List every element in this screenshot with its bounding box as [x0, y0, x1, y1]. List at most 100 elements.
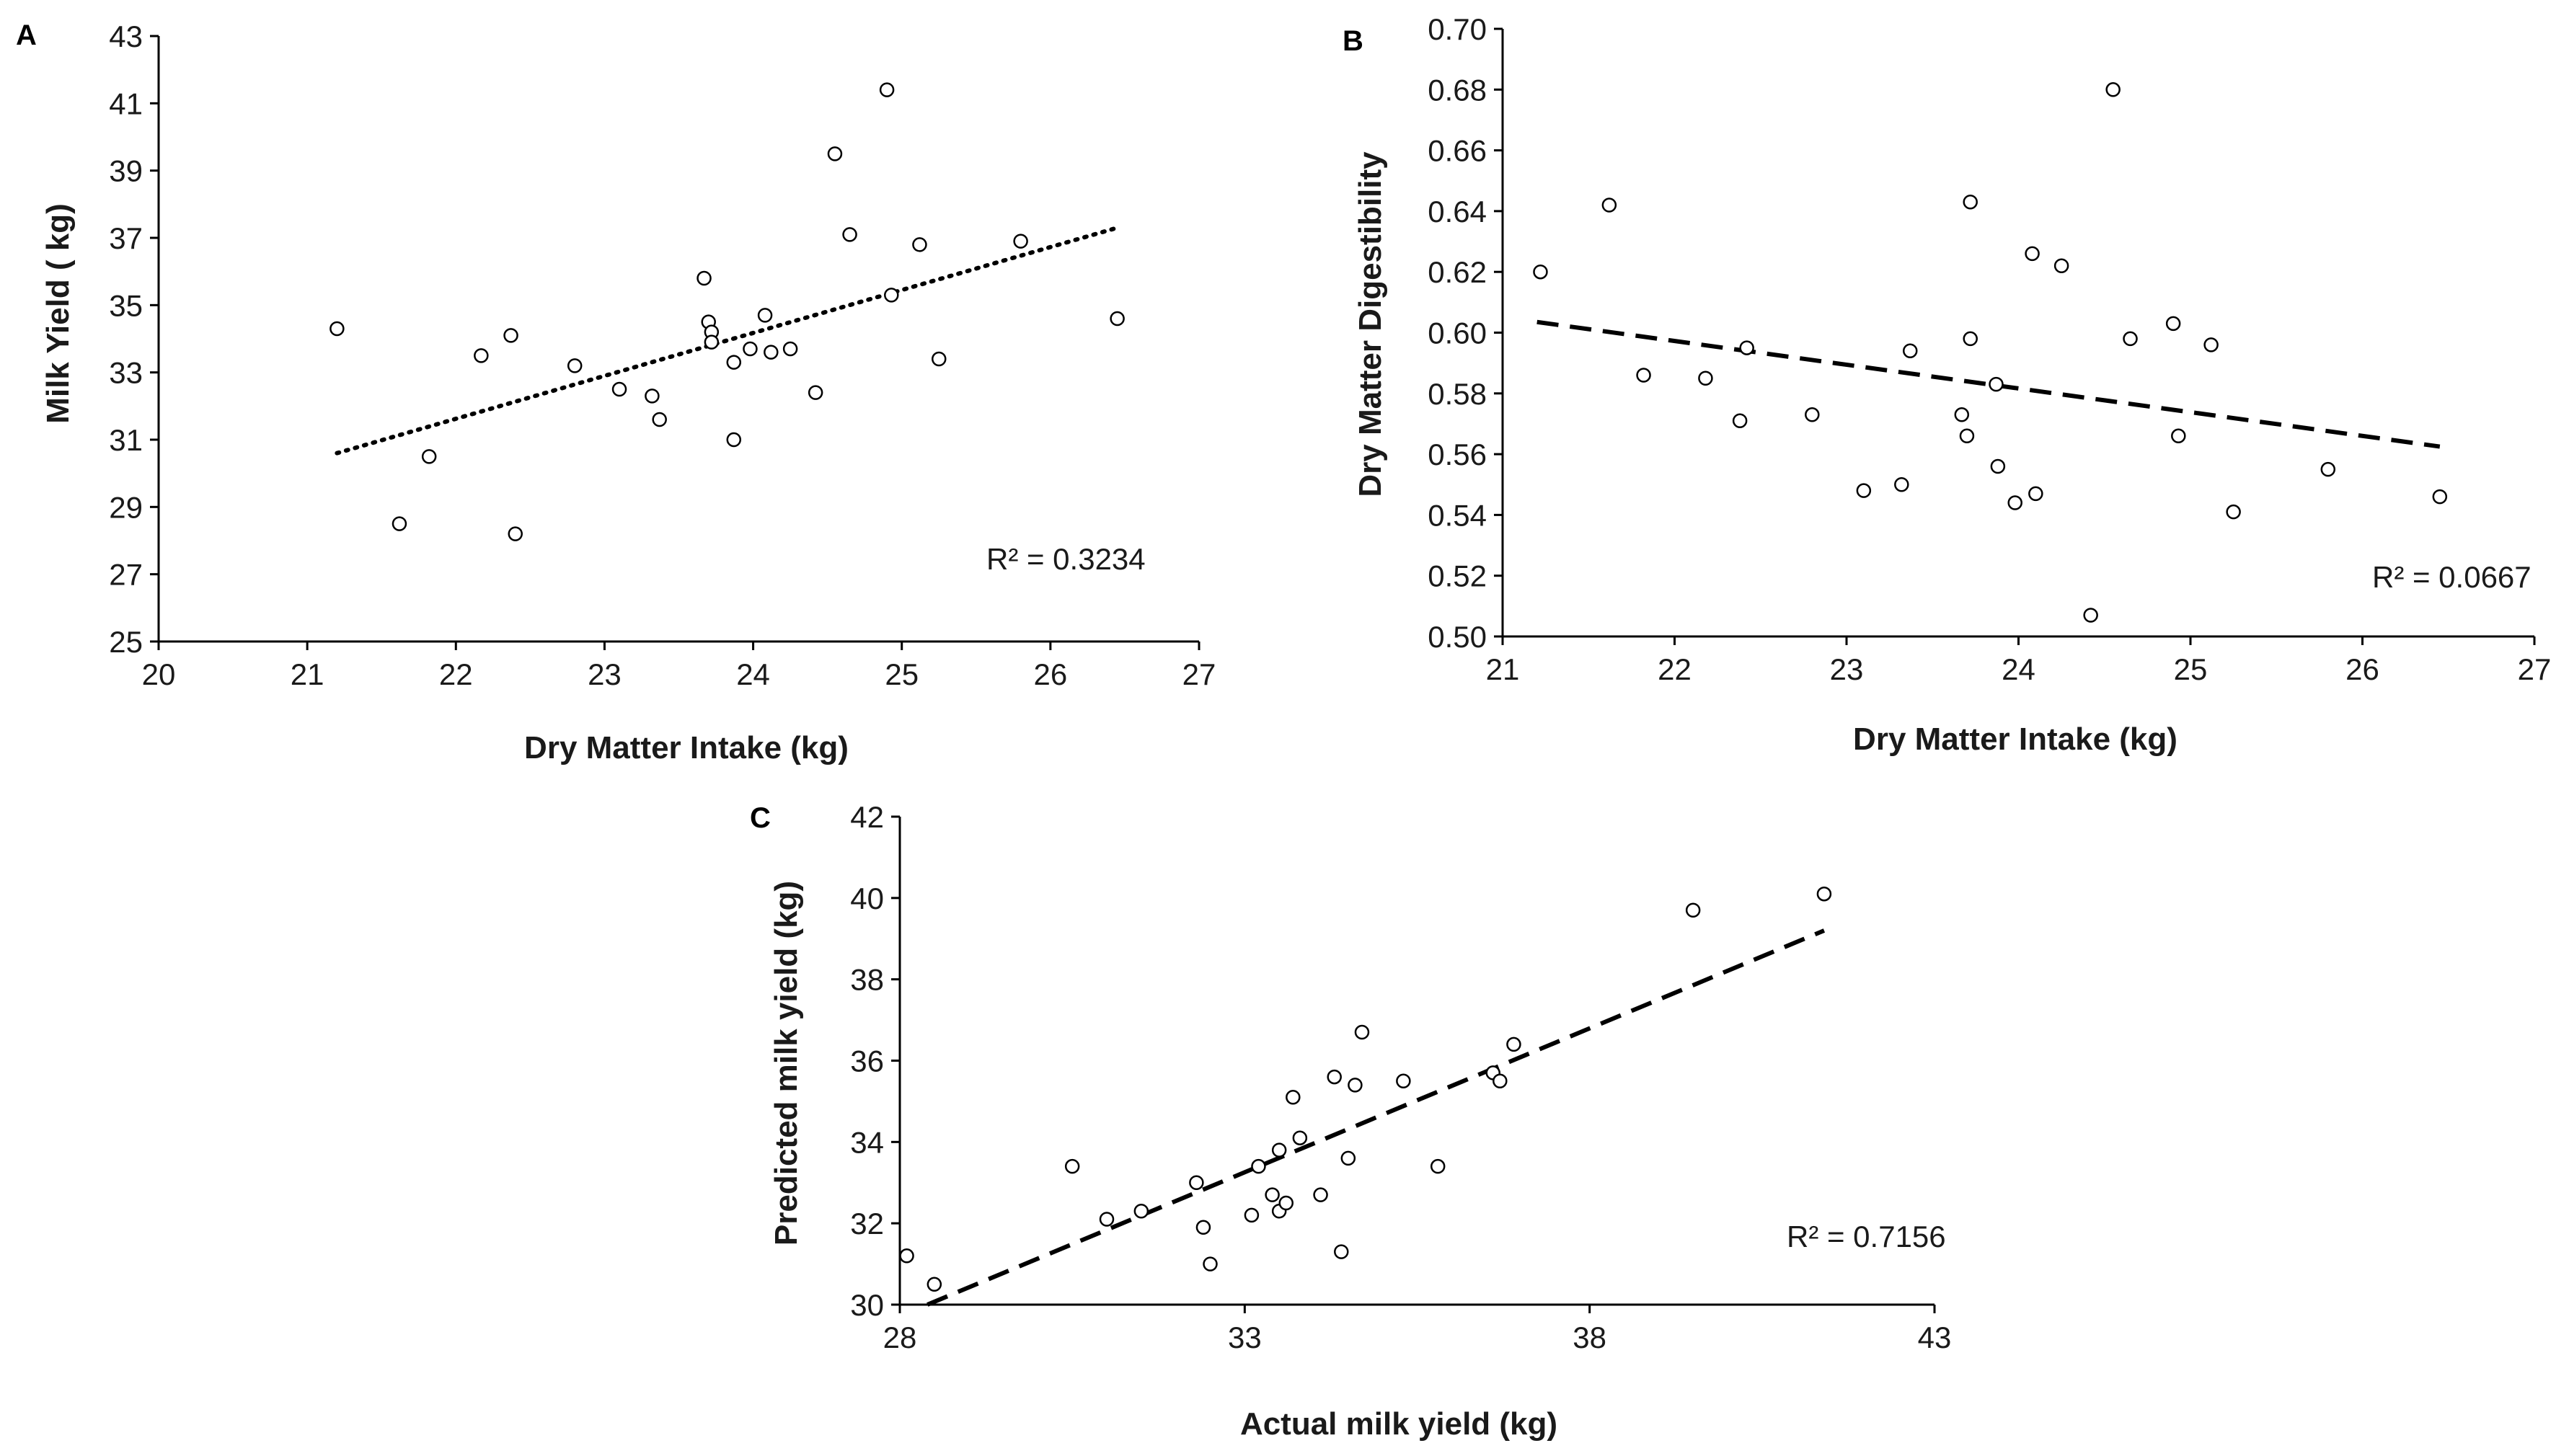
panel-b-data-point — [2025, 246, 2040, 262]
panel-a-letter: A — [16, 19, 37, 51]
panel-b-data-point — [1856, 483, 1872, 498]
panel-a-data-point — [474, 348, 489, 363]
panel-c-data-point — [1396, 1073, 1411, 1088]
panel-c-data-point — [1064, 1158, 1080, 1174]
panel-a-y-tick-label: 35 — [109, 288, 143, 322]
panel-a-data-point — [330, 321, 345, 337]
panel-a-data-point — [808, 385, 823, 400]
panel-b-data-point — [1990, 458, 2006, 474]
panel-c-data-point — [1286, 1090, 1301, 1105]
panel-a: A R² = 0.3234 Dry Matter Intake (kg) Mil… — [16, 19, 1216, 765]
panel-c-data-point — [1278, 1195, 1294, 1211]
panel-c-y-tick-label: 36 — [850, 1044, 884, 1078]
panel-a-data-point — [782, 341, 798, 357]
panel-a-r2-annotation: R² = 0.3234 — [986, 542, 1146, 576]
panel-b: B R² = 0.0667 Dry Matter Intake (kg) Dry… — [1343, 12, 2551, 757]
panel-a-data-point — [884, 288, 899, 303]
panel-b-y-tick-label: 0.60 — [1428, 316, 1487, 350]
panel-a-y-tick-label: 43 — [109, 19, 143, 53]
panel-b-data-point — [1959, 428, 1975, 444]
panel-a-x-tick-label: 21 — [291, 657, 324, 691]
panel-b-data-point — [1989, 376, 2004, 392]
panel-b-y-tick-label: 0.50 — [1428, 620, 1487, 654]
panel-c-data-point — [1265, 1187, 1280, 1202]
panel-a-y-axis-title: Milk Yield ( kg) — [40, 203, 76, 424]
panel-a-x-tick-label: 22 — [439, 657, 473, 691]
panel-c-data-point — [927, 1277, 942, 1292]
panel-b-data-point — [2432, 489, 2448, 505]
panel-a-data-point — [704, 334, 720, 350]
panel-b-data-point — [1739, 340, 1754, 355]
panel-b-r2-annotation: R² = 0.0667 — [2372, 560, 2532, 594]
panel-c-data-point — [1327, 1069, 1342, 1085]
panel-a-y-tick-label: 41 — [109, 86, 143, 120]
panel-a-y-tick-label: 29 — [109, 490, 143, 524]
panel-c-data-point — [1244, 1207, 1260, 1223]
panel-b-y-axis-title: Dry Matter Digestibility — [1353, 151, 1388, 497]
panel-a-data-point — [726, 432, 742, 448]
panel-a-x-axis-title: Dry Matter Intake (kg) — [524, 730, 849, 765]
panel-c-data-point — [1354, 1024, 1370, 1040]
panel-a-y-tick-label: 39 — [109, 154, 143, 188]
panel-b-data-point — [1963, 195, 1978, 210]
panel-b-letter: B — [1343, 25, 1363, 57]
panel-a-data-point — [827, 146, 843, 161]
panel-b-x-tick-label: 22 — [1658, 652, 1692, 686]
panel-c-letter: C — [750, 802, 771, 834]
panel-b-x-tick-label: 25 — [2174, 652, 2208, 686]
panel-c-data-point — [1203, 1256, 1218, 1271]
panel-b-data-point — [2105, 82, 2121, 97]
panel-a-x-tick-label: 27 — [1182, 657, 1216, 691]
panel-b-data-point — [2203, 337, 2219, 352]
panel-b-x-tick-label: 27 — [2518, 652, 2552, 686]
panel-b-x-tick-label: 21 — [1486, 652, 1520, 686]
panel-a-data-point — [611, 381, 627, 397]
panel-a-data-point — [757, 308, 773, 323]
panel-c-x-tick-label: 33 — [1228, 1320, 1262, 1354]
panel-c-y-tick-label: 38 — [850, 963, 884, 997]
panel-c-data-point — [1133, 1203, 1149, 1219]
panel-b-data-point — [2171, 428, 2186, 444]
panel-a-x-tick-label: 20 — [142, 657, 176, 691]
panel-c-data-point — [1685, 902, 1701, 918]
panel-a-x-tick-label: 23 — [588, 657, 622, 691]
panel-a-data-point — [652, 412, 667, 427]
panel-b-data-point — [1963, 331, 1978, 347]
panel-a-data-point — [392, 516, 407, 531]
panel-b-y-tick-label: 0.68 — [1428, 73, 1487, 107]
panel-b-x-tick-label: 24 — [2002, 652, 2035, 686]
panel-b-x-tick-label: 26 — [2345, 652, 2379, 686]
panel-c-data-point — [1099, 1212, 1115, 1227]
panel-c-y-tick-label: 32 — [850, 1207, 884, 1240]
panel-b-x-axis-title: Dry Matter Intake (kg) — [1853, 722, 2177, 757]
panel-a-data-point — [726, 355, 742, 370]
panel-a-data-point — [645, 389, 660, 404]
panel-c-data-point — [1493, 1073, 1508, 1088]
panel-c-data-point — [899, 1248, 914, 1264]
panel-b-data-point — [2053, 258, 2069, 274]
panel-b-data-point — [2123, 331, 2138, 347]
panel-a-data-point — [567, 358, 583, 373]
panel-c-data-point — [1271, 1142, 1287, 1158]
panel-b-data-point — [1601, 197, 1617, 213]
panel-a-data-point — [842, 227, 857, 242]
panel-c-x-tick-label: 43 — [1918, 1320, 1952, 1354]
panel-c-y-axis-title: Predicted milk yield (kg) — [769, 881, 804, 1246]
panel-b-data-point — [1533, 264, 1548, 280]
panel-a-data-point — [932, 351, 947, 367]
panel-b-y-tick-label: 0.52 — [1428, 559, 1487, 593]
panel-c-data-point — [1251, 1158, 1266, 1174]
panel-c-x-tick-label: 28 — [883, 1320, 917, 1354]
panel-b-data-point — [2165, 316, 2181, 332]
panel-b-data-point — [1805, 407, 1820, 422]
panel-a-y-tick-label: 27 — [109, 558, 143, 592]
panel-a-data-point — [743, 341, 758, 357]
panel-a-x-tick-label: 25 — [885, 657, 919, 691]
panel-a-data-point — [764, 345, 779, 360]
panel-b-y-tick-label: 0.58 — [1428, 377, 1487, 411]
panel-c-r2-annotation: R² = 0.7156 — [1787, 1220, 1946, 1253]
panel-a-x-tick-label: 24 — [736, 657, 770, 691]
panel-b-data-point — [1894, 477, 1909, 492]
panel-c-data-point — [1506, 1036, 1521, 1052]
